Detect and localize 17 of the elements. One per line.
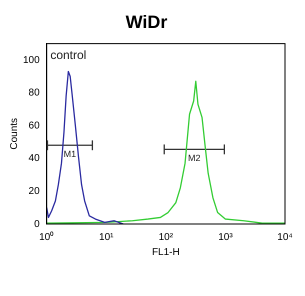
series-label: M2 <box>188 152 201 163</box>
x-tick-label: 10⁴ <box>277 232 293 243</box>
y-tick-label: 0 <box>34 218 40 230</box>
y-tick-label: 20 <box>28 186 40 197</box>
y-tick-label: 40 <box>28 153 40 164</box>
y-axis-title: Counts <box>8 118 20 150</box>
x-tick-label: 10¹ <box>99 232 114 243</box>
y-tick-label: 60 <box>28 120 40 132</box>
x-tick-label: 10⁰ <box>39 230 54 243</box>
x-tick-label: 10² <box>158 232 174 243</box>
x-tick-label: 10³ <box>218 232 234 243</box>
x-axis-title: FL1-H <box>152 246 180 258</box>
y-tick-label: 80 <box>28 88 40 99</box>
y-tick-label: 100 <box>22 54 40 66</box>
series-label: M1 <box>64 148 76 159</box>
chart-title: WiDr <box>126 12 168 32</box>
series-label: control <box>50 48 86 62</box>
